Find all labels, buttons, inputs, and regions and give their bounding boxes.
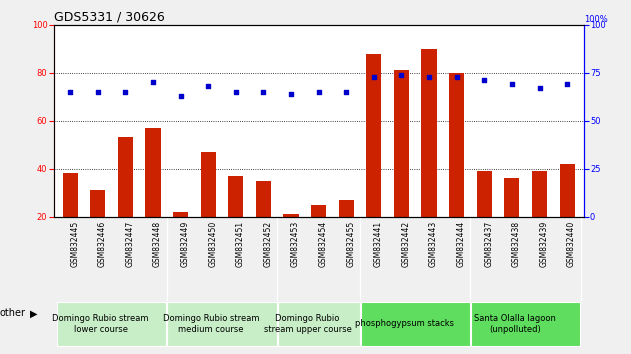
Text: GSM832447: GSM832447 [126, 221, 134, 267]
Bar [394, 70, 409, 264]
Point [93, 89, 103, 95]
Point [562, 81, 572, 87]
Text: phosphogypsum stacks: phosphogypsum stacks [355, 319, 454, 329]
Text: GSM832441: GSM832441 [374, 221, 383, 267]
Point [396, 72, 406, 78]
Text: GSM832445: GSM832445 [70, 221, 80, 267]
Text: GSM832440: GSM832440 [567, 221, 576, 267]
Text: Domingo Rubio
stream upper course: Domingo Rubio stream upper course [264, 314, 351, 333]
Text: 100%: 100% [584, 15, 608, 24]
Bar [283, 214, 298, 264]
Bar [256, 181, 271, 264]
Text: GSM832444: GSM832444 [457, 221, 466, 267]
Bar [532, 171, 547, 264]
Bar [173, 212, 188, 264]
Bar [118, 137, 133, 264]
Point [259, 89, 269, 95]
Text: GSM832451: GSM832451 [236, 221, 245, 267]
Point [507, 81, 517, 87]
Point [148, 79, 158, 85]
Point [65, 89, 75, 95]
Bar [449, 73, 464, 264]
Text: Santa Olalla lagoon
(unpolluted): Santa Olalla lagoon (unpolluted) [474, 314, 556, 333]
Text: GSM832446: GSM832446 [98, 221, 107, 267]
Point [534, 85, 545, 91]
Point [175, 93, 186, 98]
Text: Domingo Rubio stream
lower course: Domingo Rubio stream lower course [52, 314, 149, 333]
Bar [167, 302, 277, 346]
Point [286, 91, 296, 97]
Point [203, 83, 213, 89]
Bar [278, 302, 360, 346]
Point [480, 78, 490, 83]
Bar [504, 178, 519, 264]
Text: GSM832448: GSM832448 [153, 221, 162, 267]
Text: GSM832437: GSM832437 [485, 221, 493, 267]
Text: GSM832438: GSM832438 [512, 221, 521, 267]
Bar [311, 205, 326, 264]
Bar [57, 302, 167, 346]
Bar [366, 53, 382, 264]
Bar [339, 200, 354, 264]
Bar [228, 176, 244, 264]
Bar [90, 190, 105, 264]
Text: GSM832450: GSM832450 [208, 221, 217, 267]
Point [452, 74, 462, 79]
Point [121, 89, 131, 95]
Text: other: other [0, 308, 26, 318]
Bar [422, 49, 437, 264]
Bar [361, 302, 470, 346]
Point [424, 74, 434, 79]
Bar [471, 302, 581, 346]
Text: GSM832443: GSM832443 [429, 221, 438, 267]
Bar [476, 171, 492, 264]
Bar [201, 152, 216, 264]
Text: GDS5331 / 30626: GDS5331 / 30626 [54, 10, 165, 23]
Bar [145, 128, 161, 264]
Point [231, 89, 241, 95]
Bar [62, 173, 78, 264]
Text: GSM832453: GSM832453 [291, 221, 300, 267]
Text: ▶: ▶ [30, 308, 38, 318]
Text: GSM832439: GSM832439 [540, 221, 548, 267]
Point [369, 74, 379, 79]
Text: GSM832449: GSM832449 [180, 221, 190, 267]
Bar [560, 164, 575, 264]
Text: GSM832452: GSM832452 [264, 221, 273, 267]
Text: GSM832442: GSM832442 [401, 221, 411, 267]
Text: Domingo Rubio stream
medium course: Domingo Rubio stream medium course [163, 314, 259, 333]
Point [314, 89, 324, 95]
Point [341, 89, 351, 95]
Text: GSM832454: GSM832454 [319, 221, 327, 267]
Text: GSM832455: GSM832455 [346, 221, 355, 267]
